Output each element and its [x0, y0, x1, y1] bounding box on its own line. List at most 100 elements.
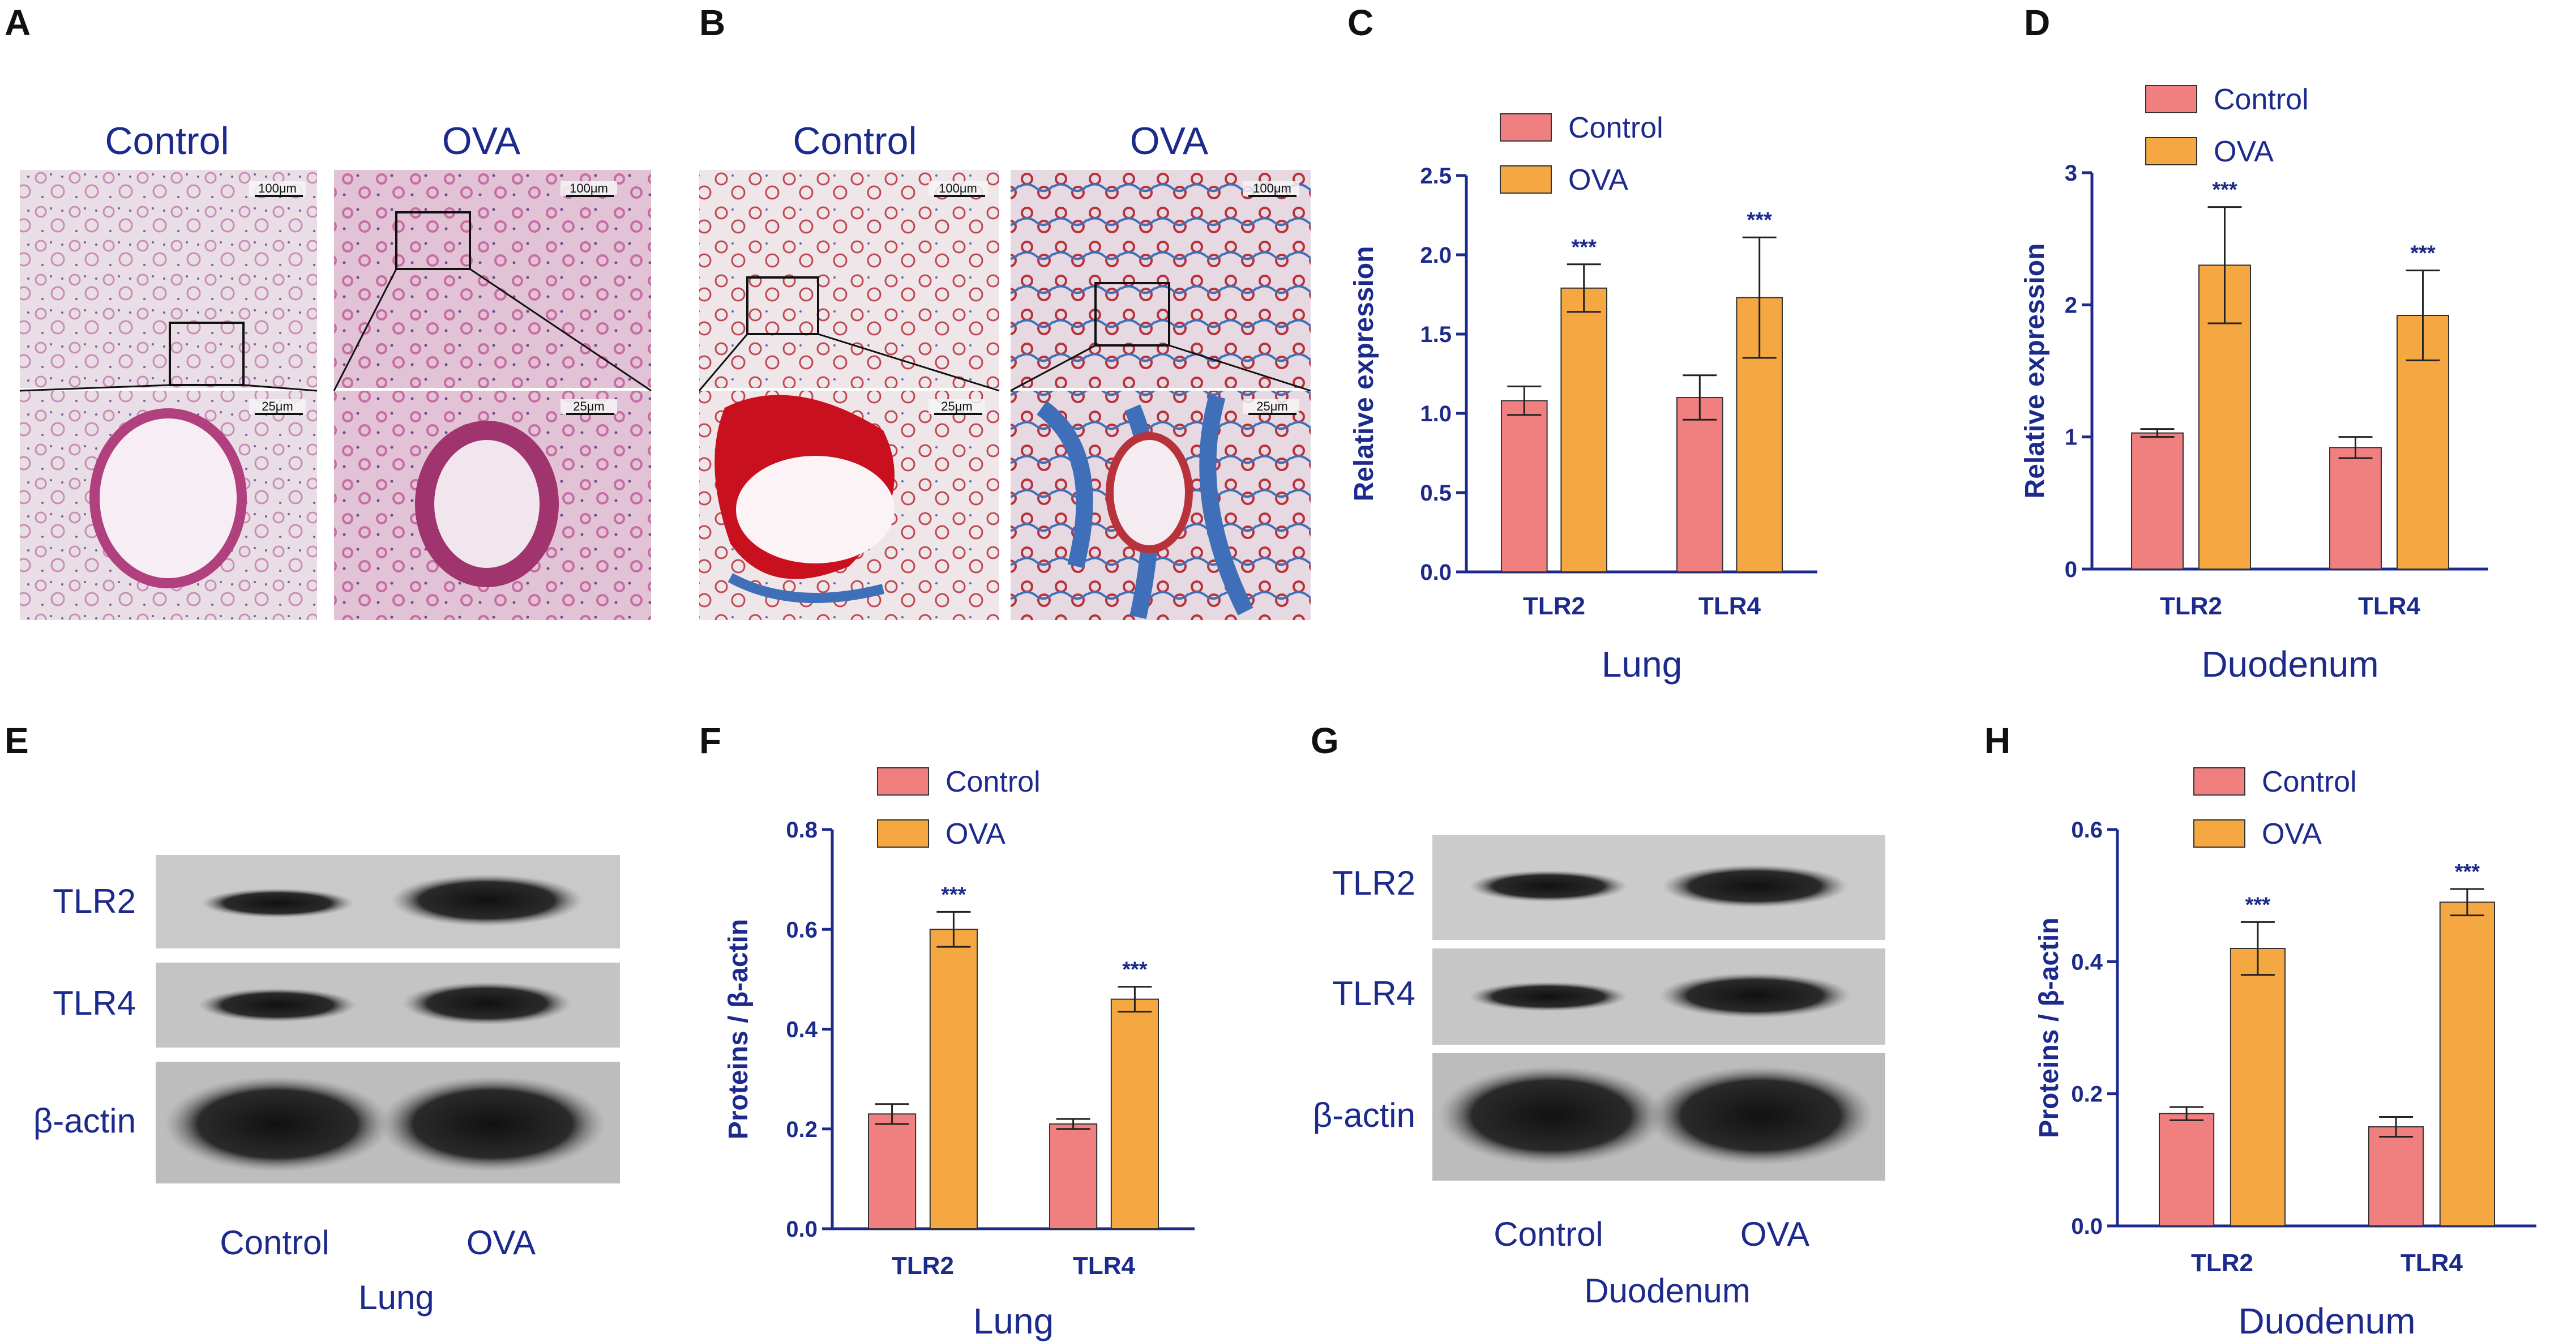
y-tick-label-c: 0.0 — [1420, 560, 1452, 585]
panel-b: B Control OVA 100μm 100μm 25μm 25μm — [698, 2, 1311, 620]
blot-row-label-e-tlr2: TLR2 — [53, 882, 136, 920]
band-g-actin-ova — [1648, 1066, 1874, 1165]
blot-row-label-g-actin: β-actin — [1313, 1096, 1415, 1134]
bar-chart-d: D 0 1 2 3 *** TLR2 *** TLR4 Duodenum Relative expr… — [2020, 2, 2488, 685]
category-label-f-tlr4: TLR4 — [1073, 1252, 1136, 1280]
y-tick-label-h: 0.0 — [2071, 1214, 2103, 1239]
y-axis-label-d: Relative expression — [2020, 243, 2050, 499]
significance-f-tlr4: *** — [1122, 958, 1148, 982]
band-e-tlr2-ova — [391, 874, 583, 926]
legend-swatch-c-ova — [1500, 165, 1552, 194]
panel-letter-a: A — [5, 2, 31, 43]
y-tick-label-f: 0.4 — [786, 1018, 818, 1042]
bar-chart-f: F 0.0 0.2 0.4 0.6 0.8 *** TLR2 *** TLR4 Lung Protei… — [699, 720, 1195, 1341]
category-label-d-tlr2: TLR2 — [2160, 592, 2222, 620]
blot-col-label-e-control: Control — [220, 1224, 329, 1262]
micrograph-a-ova-low — [334, 170, 651, 388]
significance-d-tlr4: *** — [2410, 242, 2436, 266]
airway-a-control — [89, 408, 247, 588]
blot-tissue-label-e: Lung — [358, 1279, 434, 1317]
y-tick-label-f: 0.6 — [786, 917, 818, 942]
blot-col-label-g-control: Control — [1494, 1215, 1603, 1253]
y-tick-label-f: 0.0 — [786, 1217, 818, 1242]
zoom-box-a-ova — [395, 211, 471, 270]
airway-b-ova — [1106, 432, 1193, 553]
panel-letter-g: G — [1311, 720, 1339, 761]
legend-label-f-ova: OVA — [945, 818, 1005, 850]
legend-label-h-control: Control — [2262, 766, 2357, 798]
significance-d-tlr2: *** — [2212, 178, 2237, 202]
legend-swatch-d-control — [2145, 85, 2197, 113]
bar-f-ova-tlr2 — [929, 929, 978, 1229]
category-label-h-tlr4: TLR4 — [2400, 1249, 2463, 1277]
category-label-f-tlr2: TLR2 — [892, 1252, 954, 1280]
significance-f-tlr2: *** — [941, 883, 966, 907]
band-g-tlr2-ova — [1662, 865, 1848, 908]
y-tick-label-c: 1.5 — [1420, 322, 1452, 347]
category-label-h-tlr2: TLR2 — [2191, 1249, 2253, 1277]
band-e-tlr4-control — [198, 988, 357, 1022]
legend-label-f-control: Control — [945, 766, 1041, 798]
bar-h-ova-tlr2 — [2230, 948, 2286, 1226]
legend-label-c-control: Control — [1568, 112, 1663, 144]
bar-f-control-tlr4 — [1049, 1123, 1098, 1229]
scale-bar-b-ova-high: 25μm — [1256, 399, 1287, 413]
panel-g: G TLR2 TLR4 β-actin Control OVA Duodenum — [1311, 720, 1885, 1310]
airway-a-ova — [415, 421, 559, 587]
significance-c-tlr4: *** — [1747, 208, 1773, 232]
band-g-tlr2-control — [1469, 870, 1628, 902]
legend-swatch-h-ova — [2193, 819, 2245, 848]
panel-letter-h: H — [1984, 720, 2010, 761]
band-g-tlr4-ova — [1659, 973, 1851, 1018]
y-tick-label-c: 2.5 — [1420, 164, 1452, 189]
band-e-tlr2-control — [201, 888, 354, 918]
legend-swatch-d-ova — [2145, 137, 2197, 165]
blot-col-label-g-ova: OVA — [1740, 1215, 1809, 1253]
scale-bar-a-ova-high: 25μm — [573, 399, 604, 413]
band-e-actin-control — [164, 1076, 391, 1172]
bar-f-ova-tlr4 — [1110, 998, 1159, 1229]
zoom-box-b-ova — [1094, 282, 1170, 347]
band-e-actin-ova — [379, 1076, 606, 1172]
panel-b-title-control: Control — [793, 119, 917, 163]
blot-col-label-e-ova: OVA — [467, 1224, 536, 1262]
category-label-c-tlr2: TLR2 — [1523, 592, 1585, 620]
panel-a-title-ova: OVA — [442, 119, 521, 163]
legend-swatch-f-ova — [877, 819, 929, 848]
y-tick-label-d: 0 — [2065, 557, 2077, 582]
legend-swatch-h-control — [2193, 767, 2245, 796]
legend-swatch-f-control — [877, 767, 929, 796]
band-g-actin-control — [1438, 1066, 1664, 1165]
x-axis-label-h: Duodenum — [2238, 1301, 2415, 1341]
micrograph-b-control-low — [699, 170, 999, 388]
legend-label-c-ova: OVA — [1568, 164, 1628, 196]
blot-row-label-e-tlr4: TLR4 — [53, 984, 136, 1022]
legend-label-d-ova: OVA — [2214, 135, 2274, 168]
scale-bar-a-control-high: 25μm — [262, 399, 293, 413]
blot-row-label-g-tlr2: TLR2 — [1332, 864, 1415, 902]
panel-letter-c: C — [1347, 2, 1373, 43]
airway-b-control — [736, 456, 895, 563]
scale-bar-a-ova-low: 100μm — [570, 181, 608, 195]
bar-d-control-tlr4 — [2329, 447, 2382, 570]
y-axis-label-f: Proteins / β-actin — [724, 919, 754, 1139]
y-tick-label-f: 0.2 — [786, 1117, 818, 1142]
category-label-c-tlr4: TLR4 — [1698, 592, 1761, 620]
y-axis-label-h: Proteins / β-actin — [2034, 917, 2064, 1138]
bar-c-control-tlr2 — [1501, 400, 1548, 572]
zoom-box-a-control — [169, 322, 245, 386]
panel-letter-b: B — [699, 2, 725, 43]
y-tick-label-c: 2.0 — [1420, 243, 1452, 268]
x-axis-label-d: Duodenum — [2201, 644, 2378, 685]
bar-h-ova-tlr4 — [2439, 901, 2495, 1227]
blot-row-label-g-tlr4: TLR4 — [1332, 975, 1415, 1012]
scale-bar-b-control-high: 25μm — [941, 399, 972, 413]
y-tick-label-f: 0.8 — [786, 818, 818, 843]
y-tick-label-c: 0.5 — [1420, 481, 1452, 506]
y-tick-label-d: 2 — [2065, 293, 2077, 318]
bar-h-control-tlr2 — [2159, 1113, 2215, 1226]
y-tick-label-c: 1.0 — [1420, 401, 1452, 426]
panel-letter-e: E — [5, 720, 29, 761]
scale-bar-a-control-low: 100μm — [258, 181, 297, 195]
